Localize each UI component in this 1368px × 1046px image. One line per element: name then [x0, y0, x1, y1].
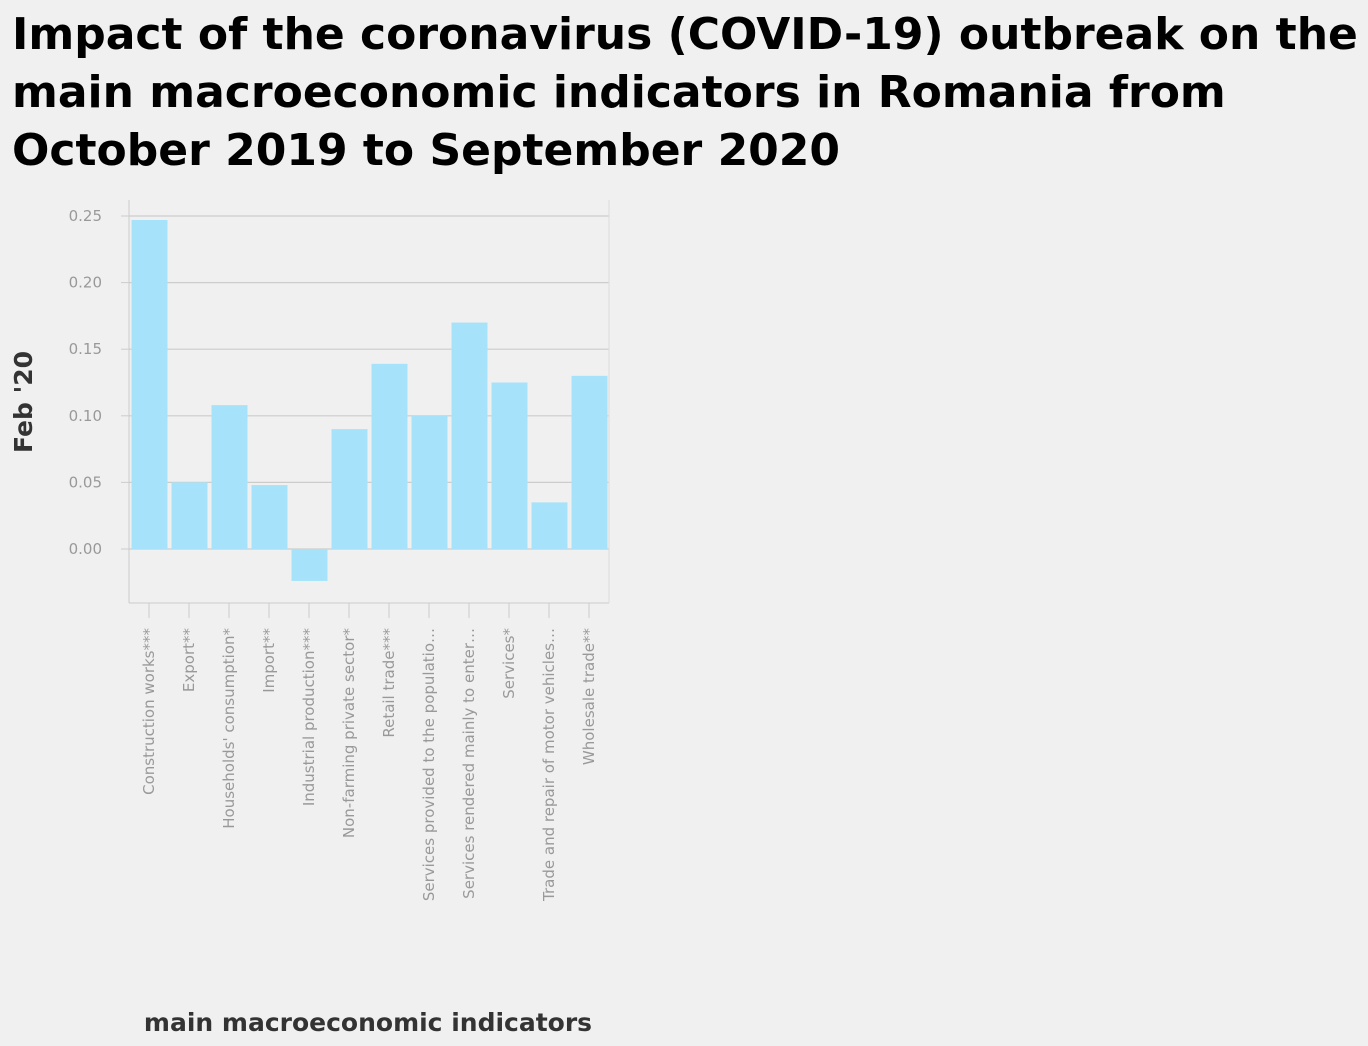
x-tick-label: Import**	[260, 628, 278, 693]
x-axis-title: main macroeconomic indicators	[144, 1008, 592, 1037]
bars	[131, 219, 608, 581]
x-tick-label: Non-farming private sector*	[340, 628, 358, 839]
chart-title: Impact of the coronavirus (COVID-19) out…	[12, 9, 1358, 176]
y-tick-label: 0.20	[69, 274, 102, 292]
x-tick-label: Services*	[500, 628, 518, 699]
bar	[411, 415, 448, 549]
bar	[291, 549, 328, 581]
axes: 0.00 0.05 0.10 0.15 0.20 0.25 Construction wor…	[69, 200, 610, 902]
bar	[211, 405, 248, 549]
bar	[451, 322, 488, 549]
bar	[171, 482, 208, 549]
y-tick-label: 0.05	[69, 473, 102, 491]
y-axis-title: Feb '20	[9, 351, 38, 453]
x-tick-label: Services provided to the populatio…	[420, 628, 438, 901]
x-tick-label: Export**	[180, 628, 198, 693]
bar	[131, 219, 168, 549]
y-tick-label: 0.00	[69, 540, 102, 558]
bar	[491, 382, 528, 549]
x-tick-label: Wholesale trade**	[580, 628, 598, 766]
bar	[531, 502, 568, 549]
grid-lines	[129, 215, 609, 550]
x-tick-label: Trade and repair of motor vehicles…	[540, 628, 558, 902]
bar	[251, 485, 288, 549]
y-tick-label: 0.15	[69, 340, 102, 358]
bar	[571, 375, 608, 549]
y-tick-label: 0.10	[69, 407, 102, 425]
bar	[331, 429, 368, 549]
x-tick-label: Industrial production***	[300, 628, 318, 807]
x-tick-label: Construction works***	[140, 628, 158, 795]
x-tick-label: Households' consumption*	[220, 628, 238, 829]
y-tick-label: 0.25	[69, 207, 102, 225]
x-tick-label: Retail trade***	[380, 628, 398, 738]
bar	[371, 363, 408, 549]
x-tick-label: Services rendered mainly to enter…	[460, 628, 478, 899]
